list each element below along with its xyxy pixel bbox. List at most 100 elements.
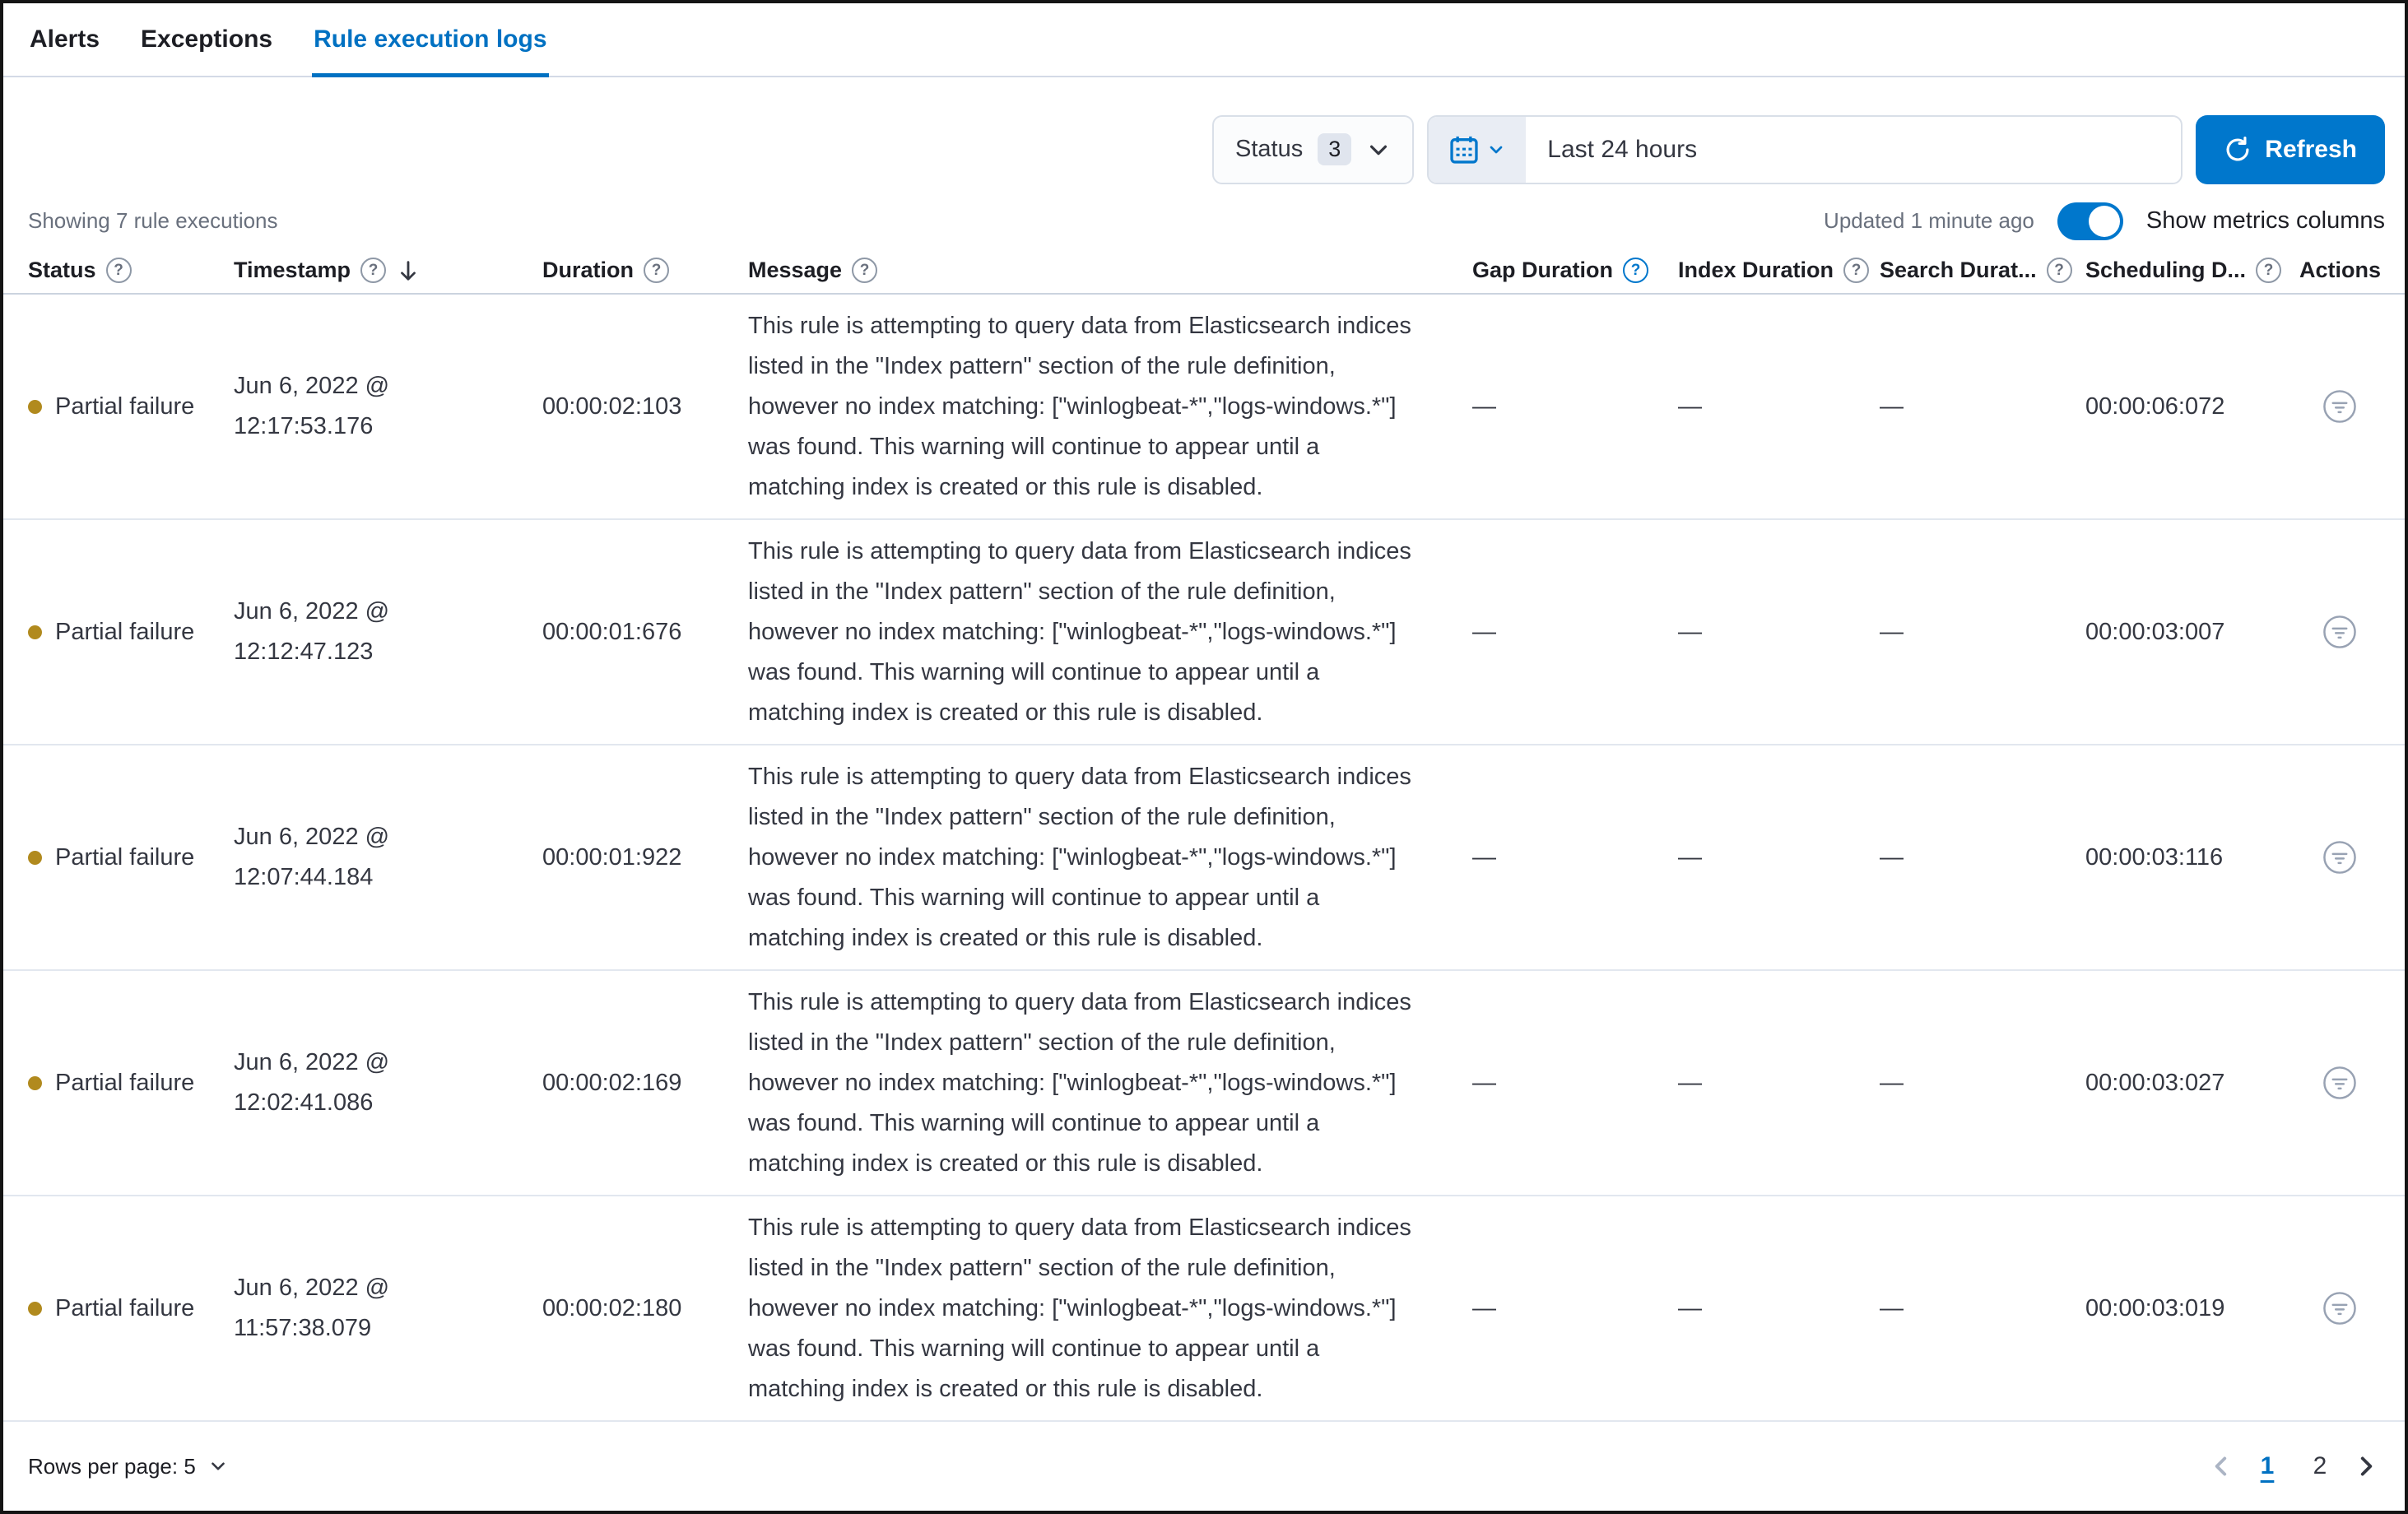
chevron-down-icon (1486, 140, 1506, 160)
search-duration-cell: — (1880, 1069, 1904, 1096)
help-icon[interactable] (1843, 258, 1870, 284)
calendar-icon (1448, 134, 1480, 165)
filter-by-execution-button[interactable] (2322, 1290, 2358, 1326)
column-header-duration: Duration (542, 258, 748, 284)
index-duration-cell: — (1678, 1294, 1702, 1321)
index-duration-cell: — (1678, 843, 1702, 871)
chevron-right-icon (2360, 1456, 2373, 1476)
next-page-button[interactable] (2352, 1452, 2380, 1480)
filter-by-execution-button[interactable] (2322, 614, 2358, 650)
partial-failure-status-dot (28, 1075, 42, 1090)
tab-exceptions[interactable]: Exceptions (141, 25, 273, 53)
message-cell: This rule is attempting to query data fr… (748, 312, 1411, 500)
status-label: Partial failure (55, 843, 195, 871)
status-label: Partial failure (55, 618, 195, 645)
timestamp-cell: Jun 6, 2022 @ 12:07:44.184 (234, 824, 390, 890)
table-row: Partial failure Jun 6, 2022 @ 12:12:47.1… (3, 520, 2405, 745)
sort-desc-arrow-icon[interactable] (396, 258, 421, 283)
page-number-button[interactable]: 2 (2299, 1446, 2341, 1487)
filter-by-execution-button[interactable] (2322, 388, 2358, 425)
pagination: 1 2 (2207, 1446, 2380, 1487)
chevron-left-icon (2215, 1456, 2227, 1476)
search-duration-cell: — (1880, 843, 1904, 871)
duration-cell: 00:00:02:180 (542, 1294, 682, 1321)
chevron-down-icon (207, 1456, 229, 1477)
results-count-text: Showing 7 rule executions (28, 208, 278, 234)
column-header-actions: Actions (2299, 258, 2382, 283)
table-row: Partial failure Jun 6, 2022 @ 12:07:44.1… (3, 745, 2405, 971)
tab-rule-execution-logs[interactable]: Rule execution logs (312, 4, 549, 77)
filter-by-execution-button[interactable] (2322, 839, 2358, 875)
chevron-down-icon (1366, 137, 1391, 162)
table-header-row: Status Timestamp Duration Message Gap Du… (3, 248, 2405, 295)
duration-cell: 00:00:02:169 (542, 1069, 682, 1096)
partial-failure-status-dot (28, 850, 42, 865)
filter-by-execution-button[interactable] (2322, 1065, 2358, 1101)
timestamp-cell: Jun 6, 2022 @ 11:57:38.079 (234, 1275, 390, 1341)
partial-failure-status-dot (28, 1301, 42, 1316)
rows-per-page-button[interactable]: Rows per page: 5 (28, 1454, 229, 1479)
page-number-button[interactable]: 1 (2247, 1446, 2288, 1487)
help-icon[interactable] (2256, 258, 2282, 284)
toggle-knob (2088, 205, 2120, 237)
scheduling-delay-cell: 00:00:03:116 (2085, 843, 2224, 871)
tab-bar: Alerts Exceptions Rule execution logs (3, 3, 2405, 77)
column-header-scheduling-delay: Scheduling D... (2085, 258, 2299, 284)
search-duration-cell: — (1880, 618, 1904, 645)
column-header-timestamp[interactable]: Timestamp (234, 258, 542, 284)
gap-duration-cell: — (1472, 1069, 1496, 1096)
index-duration-cell: — (1678, 1069, 1702, 1096)
filter-in-circle-icon (2323, 1292, 2356, 1325)
column-header-gap-duration: Gap Duration (1472, 258, 1678, 284)
help-icon[interactable] (105, 258, 132, 284)
status-cell: Partial failure (28, 844, 234, 871)
tab-alerts[interactable]: Alerts (30, 25, 100, 53)
last-updated-text: Updated 1 minute ago (1824, 208, 2034, 234)
message-cell: This rule is attempting to query data fr… (748, 1214, 1411, 1402)
help-icon[interactable] (644, 258, 669, 284)
duration-cell: 00:00:02:103 (542, 392, 682, 420)
partial-failure-status-dot (28, 625, 42, 639)
status-label: Partial failure (55, 1069, 195, 1096)
message-cell: This rule is attempting to query data fr… (748, 537, 1411, 726)
status-filter-count-badge: 3 (1318, 133, 1352, 166)
date-range-value[interactable]: Last 24 hours (1547, 135, 1698, 163)
filter-in-circle-icon (2323, 1066, 2356, 1099)
show-metrics-toggle-label: Show metrics columns (2145, 207, 2385, 235)
show-metrics-toggle[interactable] (2057, 202, 2123, 240)
table-footer: Rows per page: 5 1 2 (3, 1422, 2405, 1511)
refresh-icon (2224, 136, 2252, 164)
previous-page-button[interactable] (2207, 1452, 2235, 1480)
status-cell: Partial failure (28, 619, 234, 646)
scheduling-delay-cell: 00:00:03:027 (2085, 1069, 2225, 1096)
filters-toolbar: Status 3 Last 24 hours (3, 114, 2405, 184)
filter-in-circle-icon (2323, 390, 2356, 423)
index-duration-cell: — (1678, 618, 1702, 645)
status-cell: Partial failure (28, 1070, 234, 1097)
column-header-search-duration: Search Durat... (1880, 258, 2085, 284)
timestamp-cell: Jun 6, 2022 @ 12:02:41.086 (234, 1049, 390, 1116)
table-row: Partial failure Jun 6, 2022 @ 11:57:38.0… (3, 1196, 2405, 1422)
date-picker[interactable]: Last 24 hours (1427, 114, 2183, 184)
search-duration-cell: — (1880, 1294, 1904, 1321)
gap-duration-cell: — (1472, 1294, 1496, 1321)
search-duration-cell: — (1880, 392, 1904, 420)
duration-cell: 00:00:01:922 (542, 843, 682, 871)
table-row: Partial failure Jun 6, 2022 @ 12:17:53.1… (3, 295, 2405, 520)
status-cell: Partial failure (28, 1295, 234, 1322)
status-filter-button[interactable]: Status 3 (1212, 114, 1415, 184)
table-row: Partial failure Jun 6, 2022 @ 12:02:41.0… (3, 971, 2405, 1196)
gap-duration-cell: — (1472, 843, 1496, 871)
help-icon[interactable] (2046, 258, 2072, 284)
table-meta-row: Showing 7 rule executions Updated 1 minu… (3, 202, 2405, 240)
column-header-message: Message (748, 258, 1472, 284)
status-label: Partial failure (55, 1294, 195, 1321)
date-picker-quick-menu-button[interactable] (1429, 116, 1527, 183)
help-icon[interactable] (360, 258, 387, 284)
help-icon[interactable] (852, 258, 878, 284)
refresh-button[interactable]: Refresh (2196, 114, 2385, 184)
scheduling-delay-cell: 00:00:03:007 (2085, 618, 2225, 645)
help-icon[interactable] (1623, 258, 1649, 284)
partial-failure-status-dot (28, 399, 42, 414)
timestamp-cell: Jun 6, 2022 @ 12:12:47.123 (234, 598, 390, 665)
